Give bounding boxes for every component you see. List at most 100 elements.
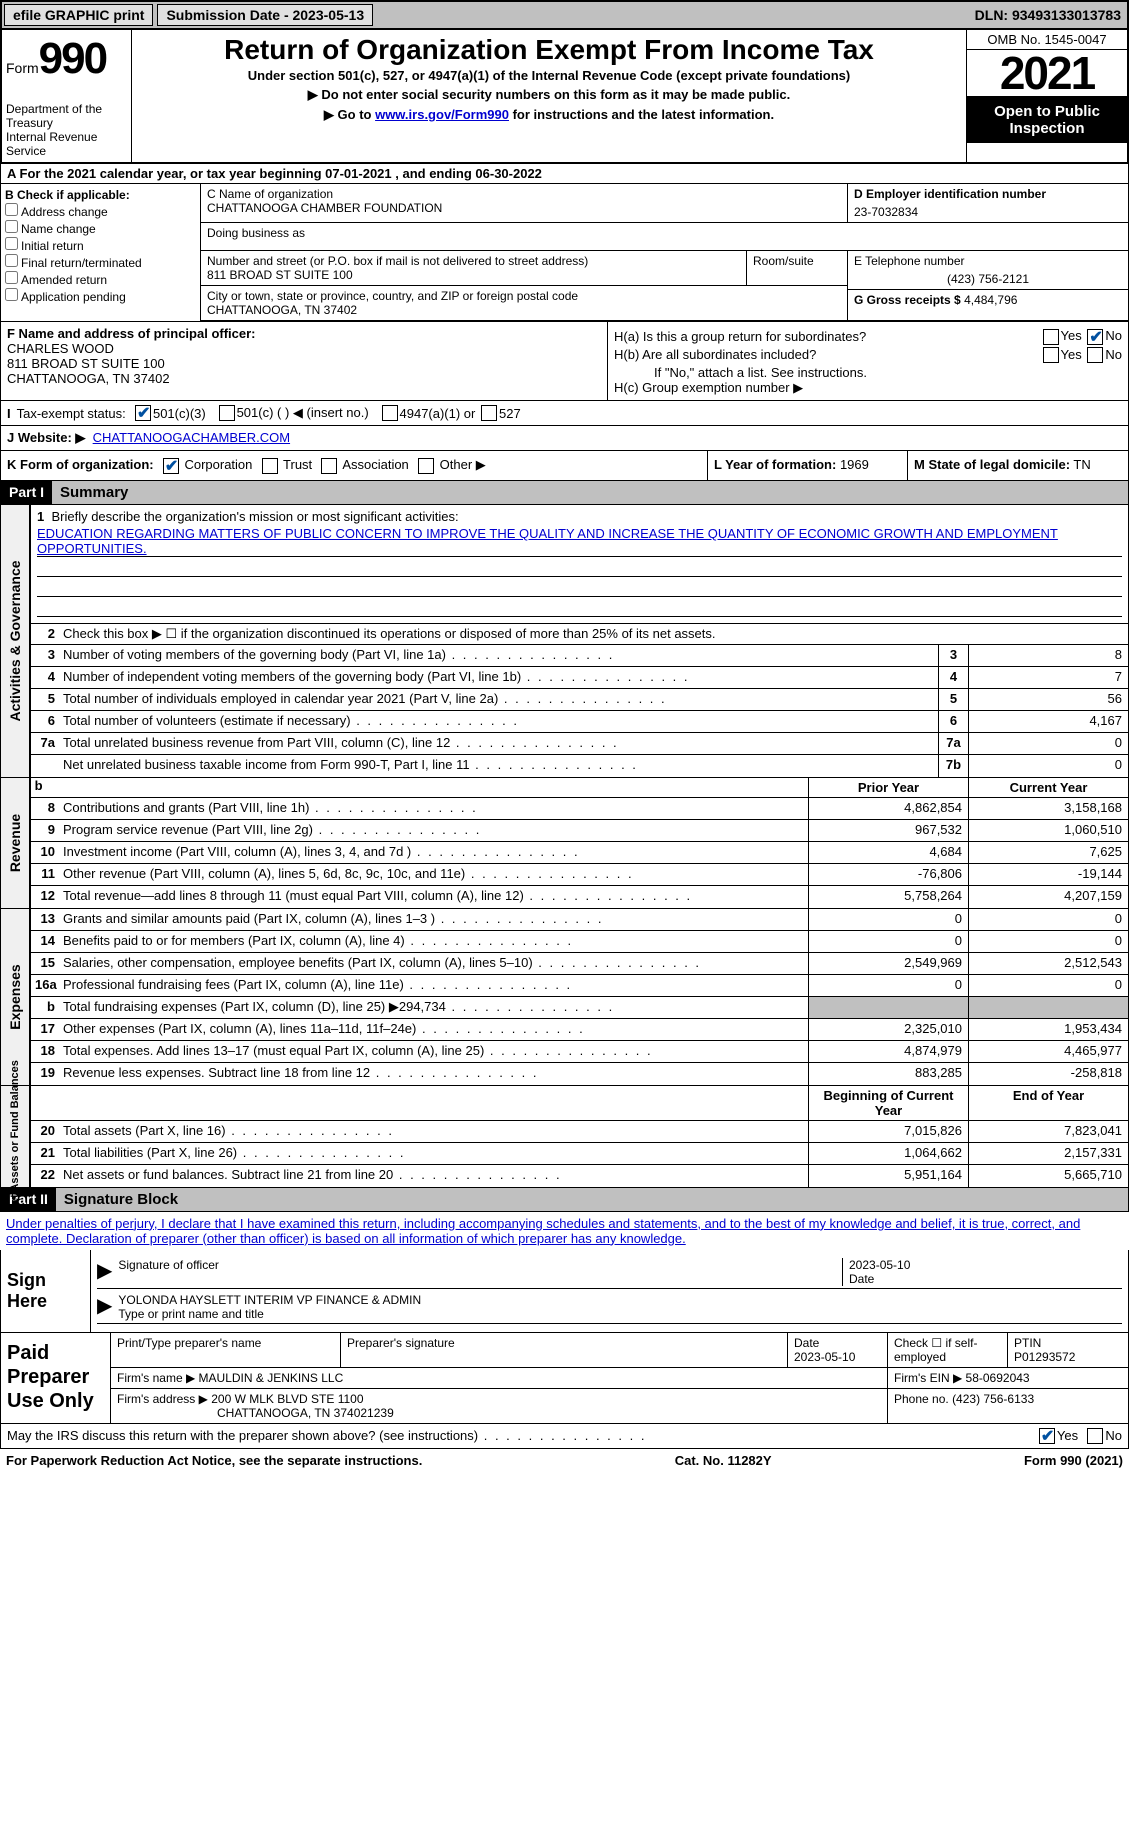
irs-gov-link[interactable]: www.irs.gov/Form990 (375, 107, 509, 122)
vlabel-rev-text: Revenue (7, 814, 23, 872)
discuss-text: May the IRS discuss this return with the… (7, 1428, 1037, 1443)
cb-corporation[interactable] (163, 458, 179, 474)
c-name-label: C Name of organization (207, 187, 841, 201)
discuss-yes-checkbox[interactable] (1039, 1428, 1055, 1444)
vlabel-ag-text: Activities & Governance (7, 560, 23, 721)
cb-final-return-input[interactable] (5, 254, 18, 267)
cb-initial-return[interactable]: Initial return (5, 237, 196, 253)
line-box: 7a (938, 733, 968, 754)
signature-intro-text[interactable]: Under penalties of perjury, I declare th… (6, 1216, 1080, 1246)
line-num: 12 (31, 886, 59, 908)
line-val: 0 (968, 755, 1128, 777)
hb-label: H(b) Are all subordinates included? (614, 347, 1002, 362)
submission-date-button[interactable]: Submission Date - 2023-05-13 (157, 4, 373, 26)
hb-yes-checkbox[interactable] (1043, 347, 1059, 363)
org-name-cell: C Name of organization CHATTANOOGA CHAMB… (201, 184, 848, 222)
paid-preparer-block: Paid Preparer Use Only Print/Type prepar… (0, 1333, 1129, 1424)
sig-date: 2023-05-10 (849, 1258, 910, 1272)
ha-no-checkbox[interactable] (1087, 329, 1103, 345)
line-box: 7b (938, 755, 968, 777)
line-val: 0 (968, 733, 1128, 754)
firm-name: MAULDIN & JENKINS LLC (199, 1371, 344, 1385)
topbar: efile GRAPHIC print Submission Date - 20… (0, 0, 1129, 30)
line-text: Program service revenue (Part VIII, line… (59, 820, 808, 841)
cb-initial-return-input[interactable] (5, 237, 18, 250)
footer-left: For Paperwork Reduction Act Notice, see … (6, 1453, 422, 1468)
prior-year-val: 5,758,264 (808, 886, 968, 908)
subtitle-1: Under section 501(c), 527, or 4947(a)(1)… (136, 68, 962, 83)
gross-receipts-value: 4,484,796 (964, 293, 1017, 307)
ha-label: H(a) Is this a group return for subordin… (614, 329, 1002, 344)
cb-name-change[interactable]: Name change (5, 220, 196, 236)
column-c: C Name of organization CHATTANOOGA CHAMB… (201, 184, 1128, 321)
line-text: Other expenses (Part IX, column (A), lin… (59, 1019, 808, 1040)
l2-text: Check this box ▶ ☐ if the organization d… (59, 624, 1128, 644)
dba-cell: Doing business as (201, 223, 1128, 251)
cb-address-change[interactable]: Address change (5, 203, 196, 219)
column-l: L Year of formation: 1969 (708, 451, 908, 480)
address-right: E Telephone number (423) 756-2121 G Gros… (848, 251, 1128, 320)
cb-other[interactable] (418, 458, 434, 474)
cb-amended-return[interactable]: Amended return (5, 271, 196, 287)
line-num: 16a (31, 975, 59, 996)
cb-final-return[interactable]: Final return/terminated (5, 254, 196, 270)
cb-application-pending-input[interactable] (5, 288, 18, 301)
cb-address-change-input[interactable] (5, 203, 18, 216)
h-note: If "No," attach a list. See instructions… (614, 365, 1122, 380)
current-year-val: 2,157,331 (968, 1143, 1128, 1164)
section-klm: K Form of organization: Corporation Trus… (0, 451, 1129, 481)
line-val: 8 (968, 645, 1128, 666)
prior-year-val: 883,285 (808, 1063, 968, 1085)
ha-yes-checkbox[interactable] (1043, 329, 1059, 345)
discuss-no-checkbox[interactable] (1087, 1428, 1103, 1444)
line-val: 56 (968, 689, 1128, 710)
cb-association[interactable] (321, 458, 337, 474)
cb-label: Name change (21, 222, 96, 236)
line-num: b (31, 997, 59, 1018)
efile-print-button[interactable]: efile GRAPHIC print (4, 4, 153, 26)
yes-label: Yes (1061, 347, 1082, 362)
cb-label: Initial return (21, 239, 84, 253)
part1-num: Part I (1, 481, 52, 504)
city-label: City or town, state or province, country… (207, 289, 841, 303)
preparer-name-hdr: Print/Type preparer's name (111, 1333, 341, 1367)
open-inspection: Open to Public Inspection (967, 97, 1127, 143)
officer-addr2: CHATTANOOGA, TN 37402 (7, 371, 601, 386)
website-link[interactable]: CHATTANOOGACHAMBER.COM (93, 430, 290, 445)
line-box: 5 (938, 689, 968, 710)
vlabel-ag: Activities & Governance (1, 505, 31, 777)
current-year-val: 0 (968, 909, 1128, 930)
cb-527[interactable] (481, 405, 497, 421)
vlabel-expenses: Expenses (1, 909, 31, 1085)
cb-501c[interactable] (219, 405, 235, 421)
ein-cell: D Employer identification number 23-7032… (848, 184, 1128, 222)
opt-corp: Corporation (184, 457, 252, 472)
current-year-val: -258,818 (968, 1063, 1128, 1085)
g-label: G Gross receipts $ (854, 293, 961, 307)
line-text: Number of voting members of the governin… (59, 645, 938, 666)
cb-amended-return-input[interactable] (5, 271, 18, 284)
hb-no-checkbox[interactable] (1087, 347, 1103, 363)
hdr-spacer: b (31, 778, 808, 797)
cb-4947[interactable] (382, 405, 398, 421)
cb-application-pending[interactable]: Application pending (5, 288, 196, 304)
mission-text-link[interactable]: EDUCATION REGARDING MATTERS OF PUBLIC CO… (37, 526, 1058, 556)
cb-name-change-input[interactable] (5, 220, 18, 233)
opt-trust: Trust (283, 457, 312, 472)
state-domicile: TN (1073, 457, 1090, 472)
prior-year-val: -76,806 (808, 864, 968, 885)
footer: For Paperwork Reduction Act Notice, see … (0, 1449, 1129, 1472)
part1-header: Part I Summary (0, 481, 1129, 505)
line-num: 18 (31, 1041, 59, 1062)
line-text: Investment income (Part VIII, column (A)… (59, 842, 808, 863)
cb-501c3[interactable] (135, 405, 151, 421)
dln-label: DLN: 93493133013783 (975, 7, 1121, 23)
prior-year-val: 967,532 (808, 820, 968, 841)
cb-trust[interactable] (262, 458, 278, 474)
firm-addr: 200 W MLK BLVD STE 1100 (211, 1392, 363, 1406)
form-header: Form990 Department of the Treasury Inter… (0, 30, 1129, 164)
column-m: M State of legal domicile: TN (908, 451, 1128, 480)
column-k: K Form of organization: Corporation Trus… (1, 451, 708, 480)
line-text: Net unrelated business taxable income fr… (59, 755, 938, 777)
vlabel-netassets: Net Assets or Fund Balances (1, 1086, 31, 1187)
